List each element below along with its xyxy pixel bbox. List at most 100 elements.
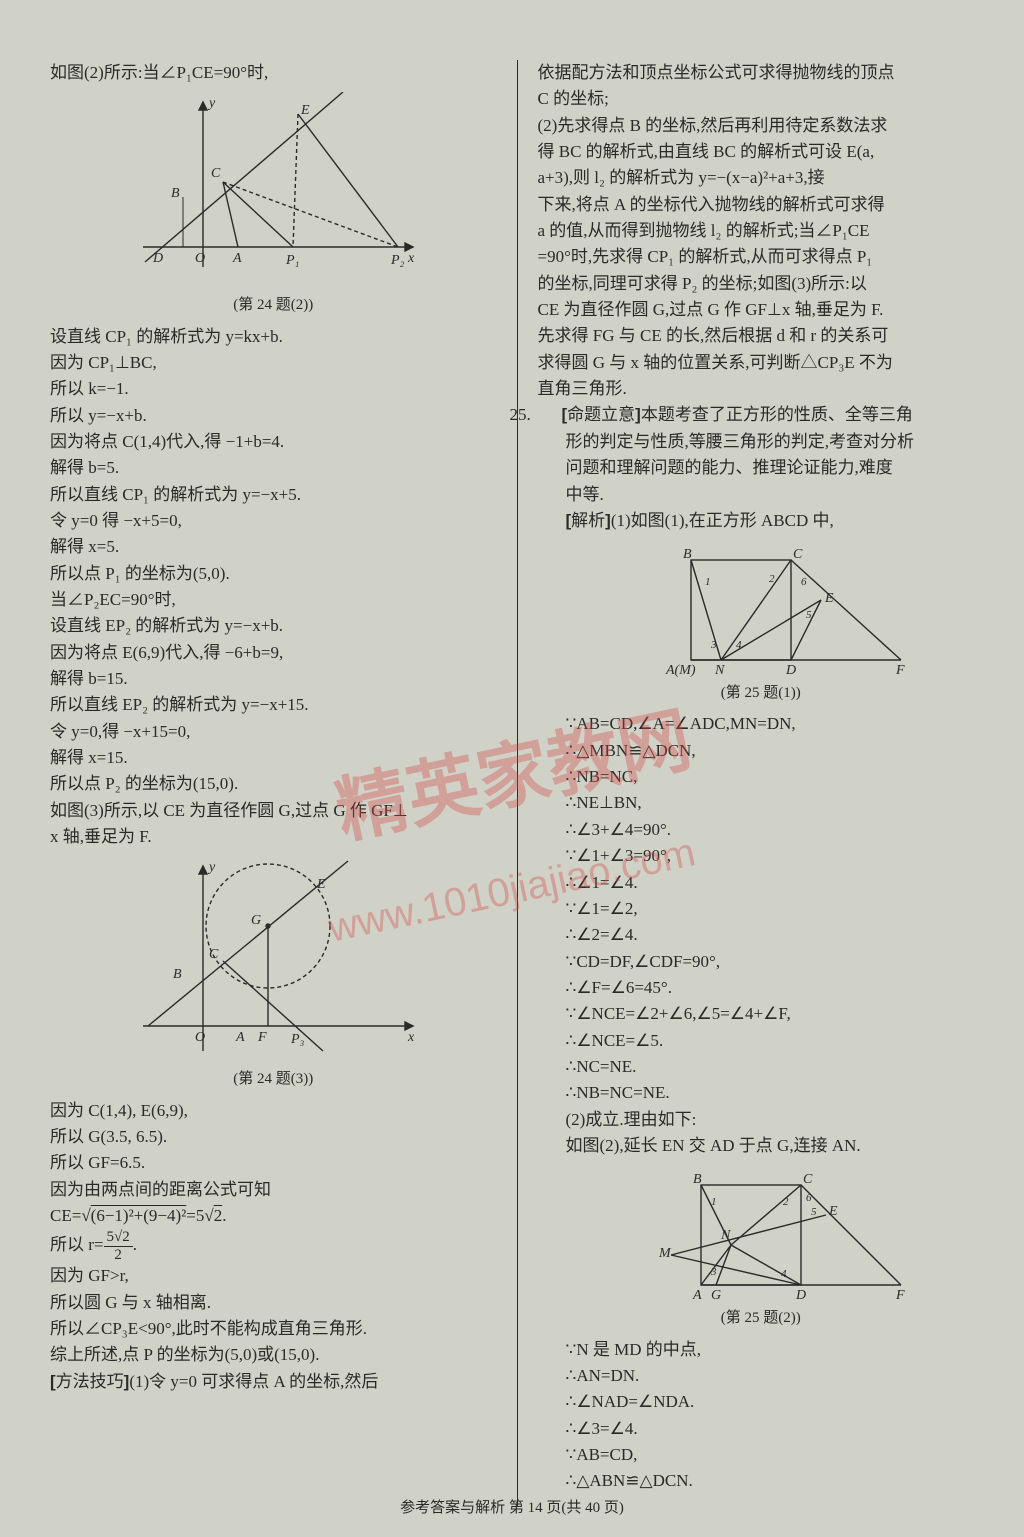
- text: C 的坐标;: [538, 86, 985, 112]
- text: (1)如图(1),在正方形 ABCD 中,: [611, 511, 834, 530]
- svg-text:3: 3: [710, 1266, 717, 1278]
- svg-text:O: O: [195, 1030, 205, 1045]
- svg-text:M: M: [658, 1246, 672, 1261]
- svg-text:C: C: [803, 1172, 813, 1187]
- svg-text:x: x: [407, 1030, 415, 1045]
- text: 设直线 CP₁ 的解析式为 y=kx+b.: [50, 324, 497, 350]
- svg-text:3: 3: [710, 639, 717, 651]
- text: 所以圆 G 与 x 轴相离.: [50, 1290, 497, 1316]
- svg-text:A(M): A(M): [665, 663, 696, 678]
- svg-text:5: 5: [806, 609, 812, 621]
- figure-24-3: yx OA FP₃ BC GE (第 24 题(3)): [50, 856, 497, 1091]
- text: x 轴,垂足为 F.: [50, 824, 497, 850]
- column-divider: [517, 60, 518, 1507]
- denominator: 2: [104, 1247, 133, 1264]
- text: 解得 b=15.: [50, 666, 497, 692]
- numerator: 5√2: [104, 1229, 133, 1247]
- text: 先求得 FG 与 CE 的长,然后根据 d 和 r 的关系可: [538, 323, 985, 349]
- text: 求得圆 G 与 x 轴的位置关系,可判断△CP₃E 不为: [538, 350, 985, 376]
- svg-text:C: C: [793, 547, 803, 562]
- text: 本题考查了正方形的性质、全等三角: [641, 405, 913, 424]
- proof-block-2: ∵N 是 MD 的中点, ∴AN=DN. ∴∠NAD=∠NDA. ∴∠3=∠4.…: [566, 1337, 985, 1495]
- text: 所以 k=−1.: [50, 376, 497, 402]
- svg-text:A: A: [692, 1288, 702, 1303]
- svg-text:E: E: [300, 103, 310, 118]
- svg-text:4: 4: [781, 1268, 787, 1280]
- text: 下来,将点 A 的坐标代入抛物线的解析式可求得: [538, 192, 985, 218]
- svg-text:A: A: [232, 251, 242, 266]
- text: (2)成立.理由如下:: [566, 1107, 985, 1133]
- text: 所以 GF=6.5.: [50, 1150, 497, 1176]
- text: [方法技巧](1)令 y=0 可求得点 A 的坐标,然后: [50, 1369, 497, 1395]
- text: 如图(2),延长 EN 交 AD 于点 G,连接 AN.: [566, 1133, 985, 1159]
- svg-text:y: y: [207, 860, 216, 875]
- svg-text:N: N: [714, 663, 725, 678]
- text: ∴AN=DN.: [566, 1363, 985, 1389]
- text: CE 为直径作圆 G,过点 G 作 GF⊥x 轴,垂足为 F.: [538, 297, 985, 323]
- text: 因为将点 E(6,9)代入,得 −6+b=9,: [50, 640, 497, 666]
- text: ∵CD=DF,∠CDF=90°,: [566, 949, 985, 975]
- text: ∴NB=NC,: [566, 764, 985, 790]
- text: 形的判定与性质,等腰三角形的判定,考查对分析: [566, 429, 985, 455]
- figure-25-1: BC A(M)N DF E 12 34 56 (第 25 题(1)): [538, 540, 985, 705]
- svg-text:P₃: P₃: [290, 1032, 305, 1047]
- text: ∵N 是 MD 的中点,: [566, 1337, 985, 1363]
- sqrt-content: (6−1)²+(9−4)²: [91, 1206, 187, 1225]
- text: 令 y=0,得 −x+15=0,: [50, 719, 497, 745]
- text: 解得 b=5.: [50, 455, 497, 481]
- text: 因为 C(1,4), E(6,9),: [50, 1098, 497, 1124]
- text: 得 BC 的解析式,由直线 BC 的解析式可设 E(a,: [538, 139, 985, 165]
- text: 中等.: [566, 482, 985, 508]
- text: ∵AB=CD,: [566, 1442, 985, 1468]
- text: 所以点 P₂ 的坐标为(15,0).: [50, 771, 497, 797]
- svg-text:E: E: [316, 877, 326, 892]
- svg-text:D: D: [152, 251, 163, 266]
- text: 所以直线 CP₁ 的解析式为 y=−x+5.: [50, 482, 497, 508]
- text: ∴∠F=∠6=45°.: [566, 975, 985, 1001]
- text: CE=: [50, 1206, 81, 1225]
- svg-text:6: 6: [806, 1192, 812, 1204]
- text: ∴∠NAD=∠NDA.: [566, 1389, 985, 1415]
- text: 如图(3)所示,以 CE 为直径作圆 G,过点 G 作 GF⊥: [50, 798, 497, 824]
- svg-text:C: C: [211, 166, 221, 181]
- text: 所以 r=: [50, 1235, 104, 1254]
- svg-text:1: 1: [705, 576, 711, 588]
- figure-25-2-svg: BC AG DF MNE 12 34 56: [611, 1165, 911, 1305]
- text: 方法技巧: [56, 1372, 124, 1391]
- text: 解得 x=5.: [50, 534, 497, 560]
- text: (2)先求得点 B 的坐标,然后再利用待定系数法求: [538, 113, 985, 139]
- page-footer: 参考答案与解析 第 14 页(共 40 页): [0, 1496, 1024, 1517]
- svg-text:A: A: [235, 1030, 245, 1045]
- text: 的坐标,同理可求得 P₂ 的坐标;如图(3)所示:以: [538, 271, 985, 297]
- text: [解析](1)如图(1),在正方形 ABCD 中,: [566, 508, 985, 534]
- text: (1)令 y=0 可求得点 A 的坐标,然后: [129, 1372, 378, 1391]
- text: ∴∠3+∠4=90°.: [566, 817, 985, 843]
- figure-caption: (第 25 题(2)): [721, 1307, 801, 1330]
- fraction: 5√22: [104, 1229, 133, 1263]
- text: ∵AB=CD,∠A=∠ADC,MN=DN,: [566, 711, 985, 737]
- svg-text:F: F: [895, 1288, 905, 1303]
- question-number: 25.: [538, 402, 562, 428]
- text: ∴NE⊥BN,: [566, 790, 985, 816]
- text: 令 y=0 得 −x+5=0,: [50, 508, 497, 534]
- text: ∴∠3=∠4.: [566, 1416, 985, 1442]
- svg-text:B: B: [173, 967, 182, 982]
- svg-text:6: 6: [801, 576, 807, 588]
- sqrt-content: 2: [214, 1206, 223, 1225]
- svg-text:F: F: [257, 1030, 267, 1045]
- text: CE=√(6−1)²+(9−4)²=5√2.: [50, 1203, 497, 1229]
- svg-text:P₁: P₁: [285, 253, 299, 268]
- text: ∴△ABN≌△DCN.: [566, 1468, 985, 1494]
- text: ∴∠NCE=∠5.: [566, 1028, 985, 1054]
- svg-text:G: G: [711, 1288, 721, 1303]
- text: 依据配方法和顶点坐标公式可求得抛物线的顶点: [538, 60, 985, 86]
- text: 当∠P₂EC=90°时,: [50, 587, 497, 613]
- text: 因为 GF>r,: [50, 1263, 497, 1289]
- page: 精英家教网 www.1010jiajiao.com 如图(2)所示:当∠P₁CE…: [0, 0, 1024, 1537]
- svg-text:O: O: [195, 251, 205, 266]
- svg-text:E: E: [828, 1204, 838, 1219]
- svg-text:2: 2: [769, 573, 775, 585]
- text: 设直线 EP₂ 的解析式为 y=−x+b.: [50, 613, 497, 639]
- svg-text:B: B: [171, 186, 180, 201]
- text: 问题和理解问题的能力、推理论证能力,难度: [566, 455, 985, 481]
